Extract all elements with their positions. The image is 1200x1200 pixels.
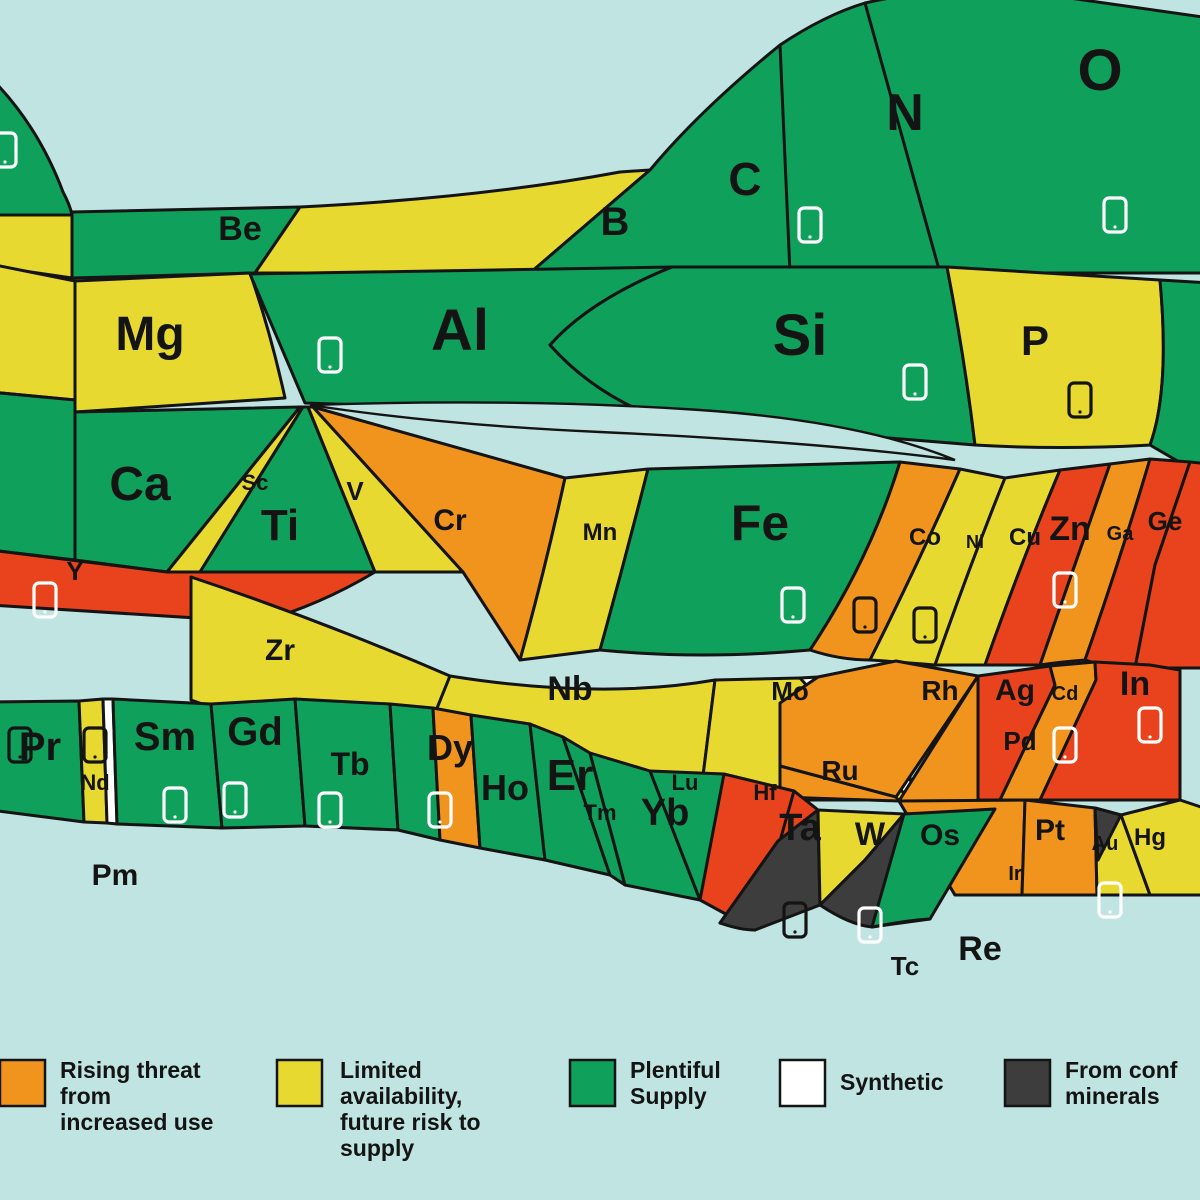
svg-text:Ti: Ti (261, 501, 299, 550)
svg-text:supply: supply (340, 1135, 414, 1161)
svg-text:Plentiful: Plentiful (630, 1057, 721, 1083)
svg-text:Er: Er (547, 751, 593, 800)
svg-text:Pm: Pm (92, 859, 139, 892)
svg-text:Ru: Ru (821, 755, 858, 786)
svg-text:Supply: Supply (630, 1083, 707, 1109)
svg-text:Hg: Hg (1134, 824, 1166, 851)
svg-text:Zn: Zn (1049, 510, 1091, 548)
svg-text:Synthetic: Synthetic (840, 1069, 944, 1095)
svg-text:W: W (855, 816, 886, 852)
svg-text:Sc: Sc (242, 470, 269, 495)
svg-text:Tb: Tb (330, 746, 369, 782)
svg-text:V: V (346, 476, 364, 506)
svg-text:Ta: Ta (779, 807, 821, 849)
svg-text:Rising threat: Rising threat (60, 1057, 201, 1083)
svg-text:N: N (886, 84, 924, 142)
svg-text:From conf: From conf (1065, 1057, 1178, 1083)
svg-text:Mo: Mo (771, 676, 809, 706)
svg-text:P: P (1021, 317, 1049, 364)
svg-text:Ca: Ca (109, 458, 171, 511)
svg-text:Nb: Nb (547, 670, 592, 708)
svg-text:Limited: Limited (340, 1057, 422, 1083)
svg-text:Pt: Pt (1035, 814, 1065, 847)
svg-text:Mn: Mn (583, 519, 618, 546)
svg-text:Cd: Cd (1052, 683, 1079, 705)
svg-text:Os: Os (920, 819, 960, 852)
svg-text:future risk to: future risk to (340, 1109, 481, 1135)
svg-text:Pd: Pd (1003, 726, 1036, 756)
svg-text:Tm: Tm (584, 800, 617, 825)
svg-text:Tc: Tc (891, 951, 919, 981)
svg-text:minerals: minerals (1065, 1083, 1160, 1109)
svg-text:Cr: Cr (433, 504, 467, 537)
svg-text:Si: Si (773, 303, 828, 368)
svg-text:Ga: Ga (1107, 523, 1135, 545)
svg-text:Be: Be (218, 210, 261, 248)
svg-text:In: In (1120, 665, 1150, 703)
svg-text:Hf: Hf (753, 780, 777, 805)
svg-text:Ag: Ag (995, 674, 1035, 707)
svg-text:Ge: Ge (1148, 506, 1183, 536)
svg-text:Re: Re (958, 930, 1001, 968)
svg-text:Gd: Gd (227, 710, 283, 754)
svg-text:Dy: Dy (427, 727, 473, 768)
svg-text:Cu: Cu (1009, 524, 1041, 551)
svg-text:Ho: Ho (481, 767, 529, 808)
svg-text:Au: Au (1092, 833, 1119, 855)
svg-text:Sm: Sm (134, 715, 196, 759)
svg-text:availability,: availability, (340, 1083, 462, 1109)
svg-text:C: C (728, 153, 761, 205)
svg-text:Mg: Mg (115, 308, 184, 361)
svg-text:Nd: Nd (80, 770, 109, 795)
svg-text:Ni: Ni (966, 532, 984, 552)
svg-text:B: B (601, 200, 630, 244)
svg-text:O: O (1077, 38, 1122, 103)
svg-text:Y: Y (66, 556, 83, 586)
svg-text:from: from (60, 1083, 111, 1109)
svg-text:increased use: increased use (60, 1109, 213, 1135)
svg-text:Co: Co (909, 524, 941, 551)
svg-text:Zr: Zr (265, 634, 295, 667)
svg-text:Fe: Fe (731, 495, 789, 551)
svg-text:Yb: Yb (641, 792, 690, 834)
svg-text:Ir: Ir (1008, 863, 1022, 885)
svg-text:Lu: Lu (672, 770, 699, 795)
svg-text:Al: Al (431, 298, 489, 363)
svg-text:Rh: Rh (921, 675, 958, 706)
